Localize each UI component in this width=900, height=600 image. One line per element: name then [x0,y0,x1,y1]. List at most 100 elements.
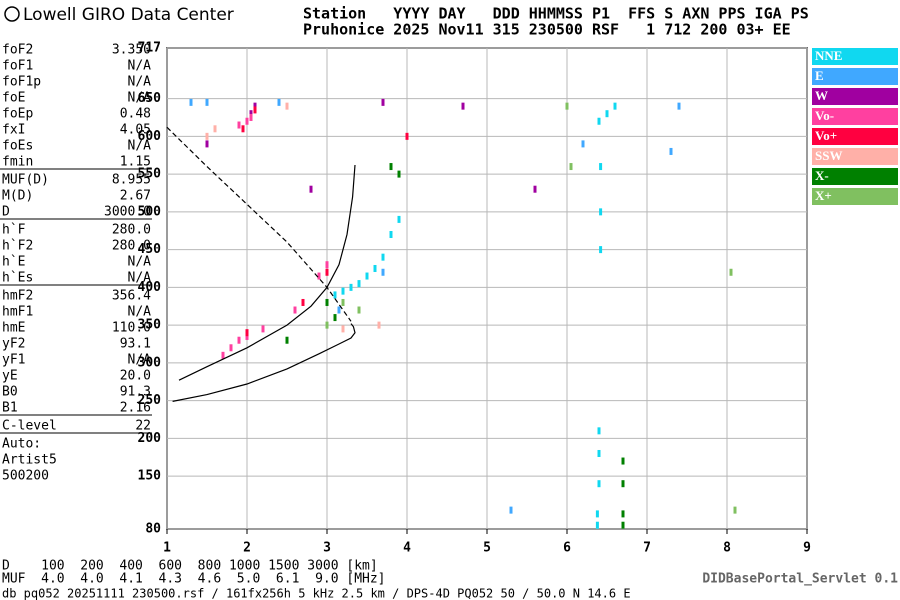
legend-swatch [812,128,898,145]
footer: db pq052 20251111 230500.rsf / 161fx256h… [2,587,631,600]
echo-point [509,506,513,514]
legend-swatch [812,188,898,205]
echo-point [397,215,401,223]
param-value: N/A [128,271,152,286]
legend-swatch [812,48,898,65]
y-tick-label: 600 [138,129,162,144]
param-value: 110.0 [112,321,151,336]
param-name: h`F2 [2,239,33,254]
echo-point [249,110,253,118]
profile-curve [178,164,356,381]
legend-label: X+ [815,188,832,203]
param-value: 2.67 [120,189,151,204]
echo-point [333,314,337,322]
param-name: hmF2 [2,289,33,304]
echo-point [381,98,385,106]
x-tick-label: 7 [643,541,651,556]
y-tick-label: 250 [138,393,162,408]
echo-point [205,140,209,148]
param-value: 4.05 [120,123,151,138]
param-value: 20.0 [120,369,151,384]
profile-curve [166,126,352,322]
echo-point [301,298,305,306]
echo-point [317,272,321,280]
echo-point [599,246,603,254]
echo-point [599,163,603,171]
echo-point [341,298,345,306]
echo-point [595,521,599,529]
echo-point [245,332,249,340]
param-name: hmE [2,321,25,336]
y-tick-label: 150 [138,469,162,484]
param-name: foEs [2,139,33,154]
profile-curve [172,323,356,402]
echo-point [389,163,393,171]
echo-point [237,336,241,344]
param-name: yE [2,369,18,384]
param-name: foF1 [2,59,33,74]
echo-point [565,102,569,110]
echo-point [241,125,245,133]
param-name: fxI [2,123,25,138]
echo-point [285,102,289,110]
echo-point [377,321,381,329]
echo-point [325,261,329,269]
logo: Lowell GIRO Data Center [4,5,234,25]
echo-point [677,102,681,110]
echo-point [205,98,209,106]
param-name: hmF1 [2,305,33,320]
x-tick-label: 3 [323,541,331,556]
echo-point [237,121,241,129]
param-value: 280.0 [112,239,151,254]
echo-point [333,291,337,299]
echo-point [599,208,603,216]
param-name: yF1 [2,353,25,368]
echo-point [325,298,329,306]
echo-point [245,329,249,337]
echo-point [581,140,585,148]
echo-point [595,510,599,518]
echo-point [621,521,625,529]
param-value: 8.955 [112,173,151,188]
echo-point [189,98,193,106]
legend-swatch [812,68,898,85]
param-name: B1 [2,401,18,416]
echo-point [373,264,377,272]
echo-point [221,351,225,359]
echo-point [365,272,369,280]
legend-label: E [815,68,824,83]
x-tick-label: 6 [563,541,571,556]
y-tick-label: 717 [138,41,161,56]
x-tick-label: 4 [403,541,411,556]
echo-point [325,321,329,329]
echo-point [357,306,361,314]
param-name: yF2 [2,337,25,352]
echo-point [461,102,465,110]
echo-point [293,306,297,314]
legend-label: W [815,88,828,103]
echo-point [605,110,609,118]
y-tick-label: 350 [138,318,162,333]
echo-point [597,427,601,435]
param-name: B0 [2,385,18,400]
echo-point [213,125,217,133]
param-value: N/A [128,353,152,368]
echo-point [357,280,361,288]
x-tick-label: 5 [483,541,491,556]
echo-point [249,113,253,121]
param-value: 3000.0 [104,205,151,220]
echo-point [669,147,673,155]
y-tick-label: 400 [138,280,162,295]
legend-label: NNE [815,48,842,63]
servlet: DIDBasePortal_Servlet 0.1 [702,572,898,587]
legend-label: SSW [815,148,842,163]
param-value: 1.15 [120,155,151,170]
x-tick-label: 9 [803,541,811,556]
legend-swatch [812,88,898,105]
param-value: N/A [128,305,152,320]
auto-line: Auto: [2,437,41,452]
echo-point [253,106,257,114]
echo-point [405,132,409,140]
auto-line: 500200 [2,469,49,484]
echo-point [613,102,617,110]
